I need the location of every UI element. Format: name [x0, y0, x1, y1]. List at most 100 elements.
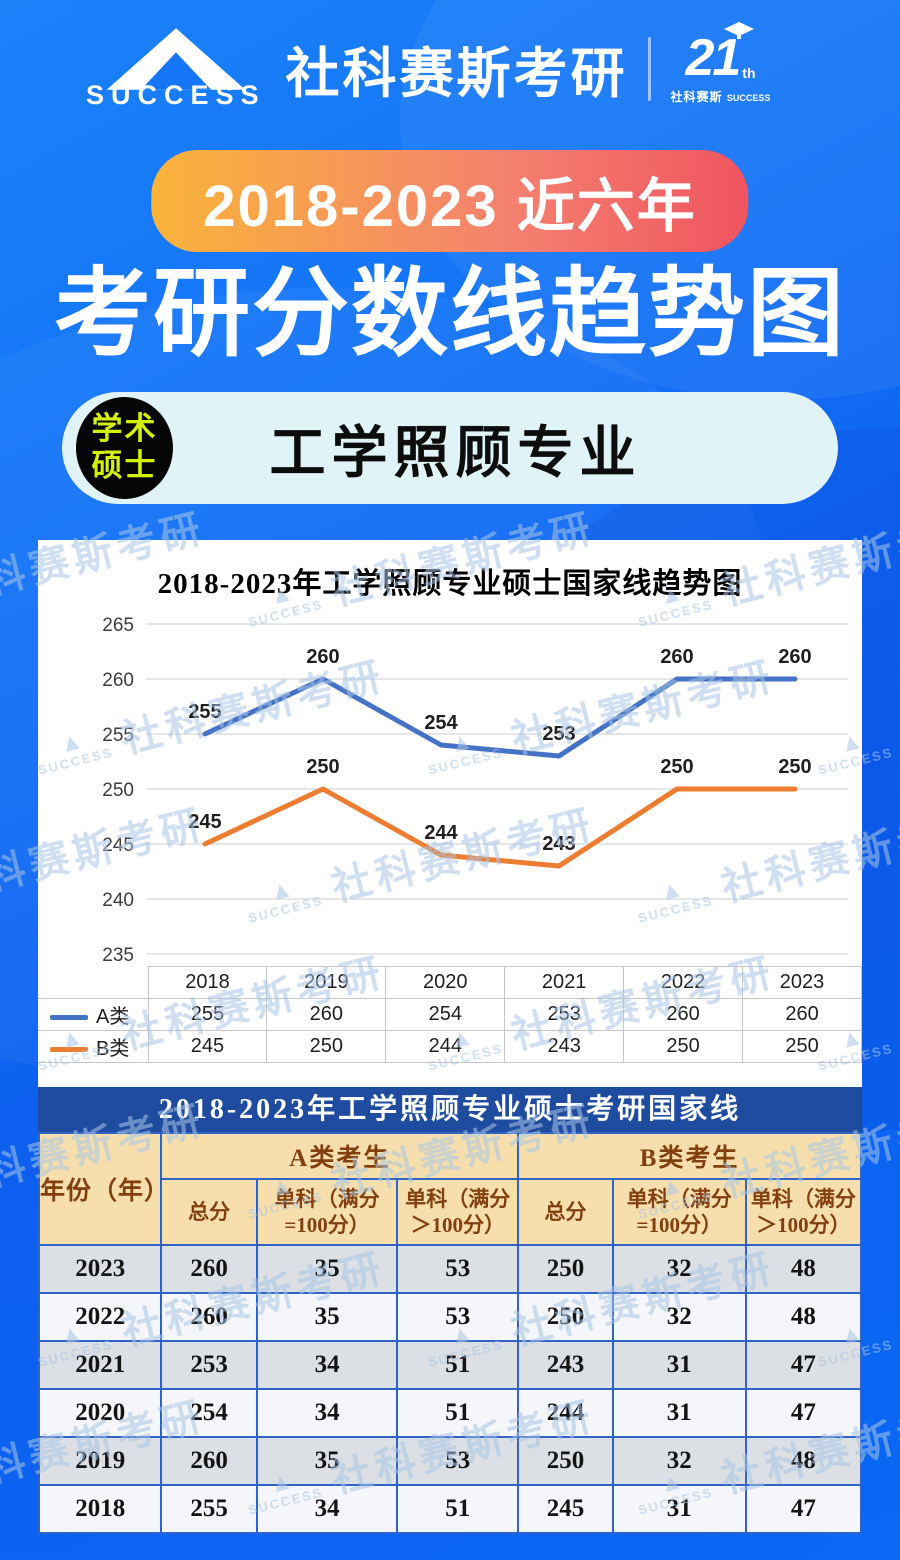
table-cell: 48 — [744, 1292, 863, 1342]
table-cell: 245 — [517, 1484, 614, 1534]
point-label: 253 — [542, 723, 575, 745]
degree-type-line2: 硕士 — [91, 448, 158, 483]
value-cell: 253 — [504, 998, 625, 1031]
value-cell: 254 — [385, 998, 506, 1031]
mountain-icon — [106, 28, 246, 90]
year-cell: 2023 — [742, 966, 862, 999]
sub-header-total-a: 总分 — [160, 1178, 258, 1246]
table-row: 2018 2019 2020 2021 2022 2023 — [38, 966, 862, 999]
chart-data-table: 2018 2019 2020 2021 2022 2023 A类 255 260 254 253 26… — [38, 966, 862, 1063]
table-cell: 48 — [744, 1436, 863, 1486]
year-range-badge: 2018-2023 近六年 — [151, 150, 749, 252]
table-cell: 47 — [744, 1388, 863, 1438]
table-cell: 2020 — [37, 1388, 163, 1438]
sub-header-gt100-a: 单科（满分 ＞100分） — [396, 1178, 520, 1246]
year-column-header: 年份（年） — [37, 1132, 169, 1246]
y-tick-label: 255 — [102, 725, 134, 746]
point-label: 250 — [306, 756, 339, 778]
table-cell: 47 — [744, 1484, 863, 1534]
year-cell: 2018 — [147, 966, 268, 999]
table-cell: 31 — [611, 1388, 747, 1438]
value-cell: 260 — [623, 998, 744, 1031]
table-cell — [38, 966, 149, 999]
series-line-B类 — [202, 786, 798, 869]
brand-header: SUCCESS 社科赛斯考研 21 th 社科赛斯 SUCCESS — [86, 22, 771, 111]
table-cell: 31 — [611, 1484, 747, 1534]
year-cell: 2020 — [385, 966, 506, 999]
y-tick-label: 235 — [102, 945, 134, 966]
table-cell: 250 — [517, 1292, 614, 1342]
table-row: 总分 单科（满分 =100分） 单科（满分 ＞100分） 总分 单科（满分 =1… — [39, 1178, 863, 1246]
table-cell: 250 — [517, 1244, 614, 1294]
series-line-A类 — [202, 676, 798, 759]
divider — [647, 36, 651, 101]
sub-header-eq100-b: 单科（满分 =100分） — [611, 1178, 747, 1246]
table-row: 2020 254 34 51 244 31 47 — [37, 1388, 863, 1438]
sub-header-eq100-a: 单科（满分 =100分） — [255, 1178, 399, 1246]
value-cell: 260 — [742, 998, 862, 1031]
value-cell: 250 — [266, 1030, 387, 1063]
table-cell: 51 — [396, 1340, 520, 1390]
table-cell: 34 — [255, 1484, 399, 1534]
table-cell: 53 — [396, 1244, 520, 1294]
group-a-header: A类考生 — [160, 1132, 520, 1180]
point-label: 255 — [188, 701, 221, 723]
point-label: 245 — [188, 811, 221, 833]
y-tick-label: 260 — [102, 670, 134, 691]
value-cell: 244 — [385, 1030, 506, 1063]
table-cell: 47 — [744, 1340, 863, 1390]
point-label: 244 — [424, 822, 458, 844]
graduation-cap-icon — [723, 22, 754, 39]
anniversary-21: 21 — [685, 29, 741, 87]
table-row: 2022 260 35 53 250 32 48 — [37, 1292, 863, 1342]
table-cell: 260 — [160, 1436, 258, 1486]
table-cell: 2019 — [37, 1436, 163, 1486]
table-cell: 53 — [396, 1292, 520, 1342]
table-cell: 34 — [255, 1388, 399, 1438]
table-cell: 32 — [611, 1244, 747, 1294]
table-row: B类 245 250 244 243 250 250 — [38, 1030, 862, 1063]
point-label: 243 — [542, 833, 575, 855]
legend-swatch — [50, 1047, 88, 1053]
anniversary-brand: 社科赛斯 SUCCESS — [671, 88, 771, 105]
table-cell: 32 — [611, 1436, 747, 1486]
table-cell: 53 — [396, 1436, 520, 1486]
table-cell: 255 — [160, 1484, 258, 1534]
brand-logo: SUCCESS — [86, 26, 266, 111]
table-cell: 35 — [255, 1244, 399, 1294]
sub-header-total-b: 总分 — [517, 1178, 614, 1246]
table-cell: 260 — [160, 1292, 258, 1342]
table-cell: 2021 — [37, 1340, 163, 1390]
table-cell: 51 — [396, 1388, 520, 1438]
value-cell: 255 — [147, 998, 268, 1031]
table-row: 2023 260 35 53 250 32 48 — [37, 1244, 863, 1294]
year-cell: 2019 — [266, 966, 387, 999]
table-title-band: 2018-2023年工学照顾专业硕士考研国家线 — [38, 1087, 862, 1132]
table-cell: 35 — [255, 1292, 399, 1342]
anniversary-logo: 21 th 社科赛斯 SUCCESS — [671, 22, 771, 105]
table-cell: 48 — [744, 1244, 863, 1294]
brand-logo-text: SUCCESS — [86, 80, 266, 110]
legend-cell: B类 — [38, 1030, 149, 1063]
table-cell: 250 — [517, 1436, 614, 1486]
table-row: 年份（年） A类考生 B类考生 — [37, 1132, 862, 1246]
table-cell: 244 — [517, 1388, 614, 1438]
legend-cell: A类 — [38, 998, 149, 1031]
table-cell: 260 — [160, 1244, 258, 1294]
degree-type-badge: 学术 硕士 — [76, 397, 173, 499]
table-cell: 2018 — [37, 1484, 163, 1534]
y-tick-label: 265 — [102, 615, 134, 636]
anniversary-brand-en: SUCCESS — [726, 93, 771, 103]
trend-chart: 265 260 255 250 245 240 235 255 260 254 253 260 260 2… — [102, 615, 848, 966]
value-cell: 245 — [147, 1030, 268, 1063]
table-row: 2018 255 34 51 245 31 47 — [37, 1484, 863, 1534]
national-line-table: 年份（年） A类考生 B类考生 总分 单科（满分 =100分） 单科（满分 ＞1… — [37, 1132, 863, 1534]
subject-name: 工学照顾专业 — [269, 422, 642, 485]
table-cell: 31 — [611, 1340, 747, 1390]
anniversary-brand-cn: 社科赛斯 — [670, 90, 723, 104]
point-label: 250 — [660, 756, 693, 778]
table-cell: 254 — [160, 1388, 258, 1438]
anniversary-th: th — [742, 65, 756, 81]
point-label: 260 — [660, 646, 693, 668]
value-cell: 260 — [266, 998, 387, 1031]
